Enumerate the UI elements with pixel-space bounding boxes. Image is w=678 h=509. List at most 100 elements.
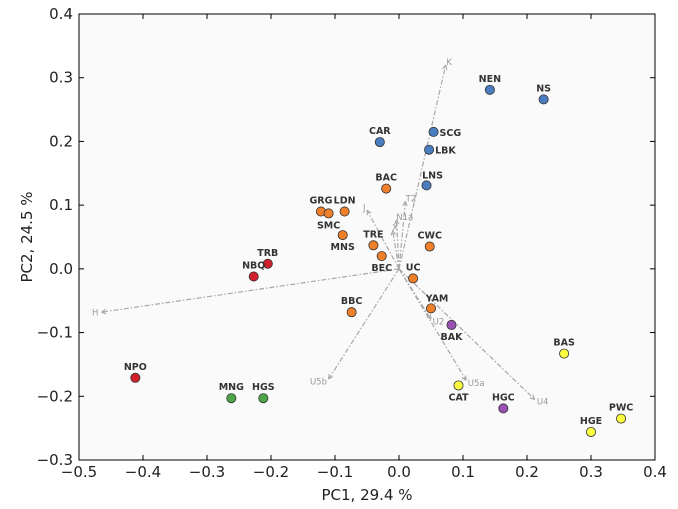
point-lns — [421, 180, 432, 191]
point-hge — [586, 426, 597, 437]
x-tick-label: 0.2 — [515, 463, 539, 481]
point-label: YAM — [425, 293, 449, 304]
point-label: NBQ — [242, 261, 265, 272]
point-label: BAC — [375, 173, 397, 184]
x-tick-label: −0.5 — [61, 463, 97, 481]
vector-arrowhead — [366, 209, 372, 216]
point-hgc — [498, 403, 509, 414]
plot-area — [79, 14, 655, 460]
vector-arrowhead — [461, 375, 467, 381]
point-npo — [130, 372, 141, 383]
point-label: UC — [406, 262, 421, 273]
point-bac — [381, 183, 392, 194]
y-tick-label: 0.0 — [49, 260, 73, 278]
x-tick-label: 0.1 — [451, 463, 475, 481]
plot-frame — [78, 13, 656, 461]
point-label: CWC — [418, 231, 442, 242]
vector-label: U4 — [537, 398, 549, 408]
point-label: CAR — [369, 126, 391, 137]
point-ldn — [339, 206, 350, 217]
point-bec — [376, 251, 387, 262]
point-label: CAT — [448, 392, 469, 403]
vector-h — [101, 268, 400, 313]
x-tick-label: 0.3 — [579, 463, 603, 481]
point-label: BAK — [440, 332, 463, 343]
vector-n1a — [395, 219, 400, 269]
point-ns — [538, 94, 549, 105]
vector-u2 — [398, 268, 432, 320]
point-bak — [446, 319, 457, 330]
point-label: LDN — [334, 196, 356, 207]
point-label: MNG — [219, 382, 244, 393]
vector-x — [392, 230, 400, 269]
point-label: PWC — [609, 403, 633, 414]
vector-k — [398, 64, 447, 269]
point-bbc — [346, 307, 357, 318]
axis-ticks: −0.5 −0.4 −0.3 −0.2 −0.1 0.0 0.1 0.2 0.3 0.4 −0.3 −… — [37, 5, 667, 481]
vector-arrowhead — [529, 394, 536, 400]
point-label: HGC — [492, 392, 515, 403]
point-tre — [368, 240, 379, 251]
vector-label: N1a — [396, 213, 413, 223]
vector-arrowhead — [101, 308, 107, 315]
point-label: MNS — [331, 242, 355, 253]
point-label: HGE — [580, 416, 602, 427]
vector-label: T2 — [405, 194, 417, 204]
point-yam — [425, 303, 436, 314]
data-points: NEN NS SCG CAR LBK LNS BAC GRG LDN SMC MNS TRE CWC BE… — [124, 74, 633, 437]
y-tick-label: 0.2 — [49, 132, 73, 150]
point-bas — [559, 348, 570, 359]
point-label: LBK — [435, 146, 456, 157]
point-label: NEN — [479, 74, 501, 85]
point-label: SCG — [440, 128, 462, 139]
x-tick-label: 0.4 — [643, 463, 667, 481]
point-mns — [337, 230, 348, 241]
point-pwc — [616, 413, 627, 424]
y-tick-label: −0.1 — [37, 324, 73, 342]
y-tick-label: 0.3 — [49, 69, 73, 87]
vector-label: X — [392, 224, 398, 234]
vector-u5b — [328, 268, 400, 380]
x-tick-label: 0.0 — [387, 463, 411, 481]
point-label: SMC — [317, 220, 340, 231]
point-trb — [262, 258, 273, 269]
point-label: NS — [536, 83, 551, 94]
x-tick-label: −0.2 — [253, 463, 289, 481]
point-label: TRB — [257, 248, 278, 259]
y-tick-label: −0.2 — [37, 387, 73, 405]
point-smc — [323, 208, 334, 219]
point-mng — [226, 393, 237, 404]
point-car — [374, 137, 385, 148]
y-axis-label: PC2, 24.5 % — [18, 191, 36, 282]
point-label: BAS — [553, 338, 575, 349]
point-cwc — [424, 241, 435, 252]
vector-j — [366, 209, 400, 270]
vector-t2 — [398, 201, 406, 269]
point-lbk — [424, 144, 435, 155]
point-label: HGS — [252, 382, 275, 393]
x-tick-label: −0.4 — [125, 463, 161, 481]
vector-label: U5b — [310, 378, 327, 388]
vector-label: U5a — [468, 379, 485, 389]
point-label: GRG — [309, 196, 332, 207]
point-label: TRE — [363, 229, 383, 240]
x-tick-label: −0.3 — [189, 463, 225, 481]
y-tick-label: 0.4 — [49, 5, 73, 23]
point-label: NPO — [124, 362, 147, 373]
vector-arrowhead — [390, 230, 396, 236]
x-tick-label: −0.1 — [317, 463, 353, 481]
y-tick-label: 0.1 — [49, 196, 73, 214]
vector-arrowhead — [442, 64, 448, 70]
point-cat — [453, 380, 464, 391]
point-scg — [428, 126, 439, 137]
point-nbq — [248, 271, 259, 282]
point-label: BEC — [371, 263, 392, 274]
point-label: LNS — [422, 170, 443, 181]
vector-label: U2 — [433, 318, 445, 328]
vector-u5a — [398, 268, 467, 381]
x-axis-label: PC1, 29.4 % — [321, 486, 412, 504]
point-uc — [408, 273, 419, 284]
vector-arrowhead — [393, 219, 400, 225]
